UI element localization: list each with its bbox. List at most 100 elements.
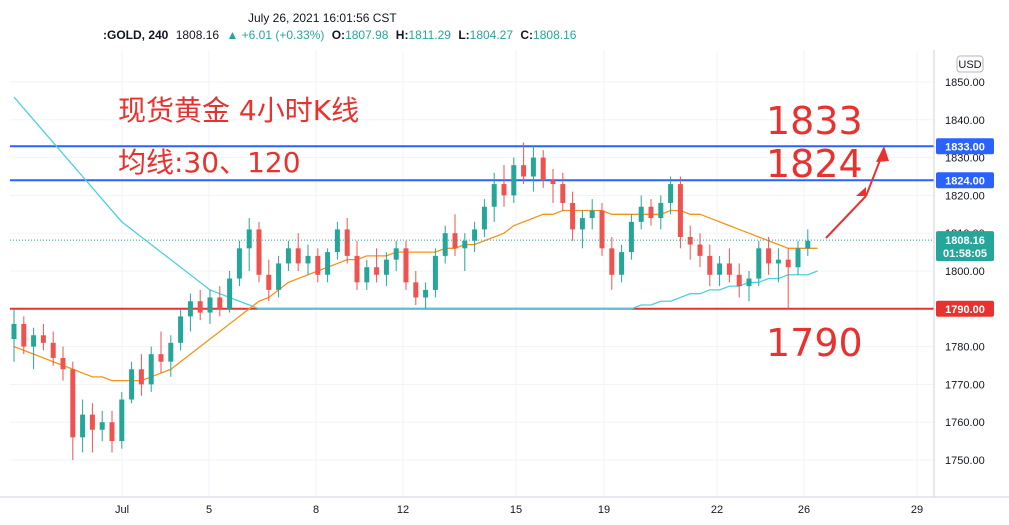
candle [540,150,546,188]
candle [315,248,321,283]
candle [717,255,723,287]
candle [560,172,566,211]
candle [11,308,17,362]
timestamp: July 26, 2021 16:01:56 CST [248,11,397,25]
candle [374,248,380,283]
candle-body [589,210,595,219]
candle-body [501,184,507,196]
annotation-1790: 1790 [766,321,863,365]
candle-body [344,229,350,256]
candle [599,202,605,256]
close-label: C: [520,28,533,42]
candle-body [80,414,86,438]
candle-body [726,263,732,275]
candle [805,229,811,256]
candle [60,346,66,381]
candle-body [11,323,17,340]
candle-body [138,369,144,385]
candle-body [599,210,605,249]
candle-body [619,252,625,275]
time-tick: 26 [798,504,810,516]
candle [697,233,703,268]
price-tick: 1750.00 [945,455,985,467]
candle [383,252,389,287]
candle-body [31,335,37,347]
open-label: O: [332,28,345,42]
candle-body [677,184,683,237]
candle [530,146,536,192]
candle [668,176,674,215]
candle-body [227,278,233,309]
currency-label: USD [958,59,981,71]
candle [197,289,203,321]
candle-body [285,248,291,264]
candle-body [266,274,272,290]
candle [89,403,95,453]
candle [638,195,644,230]
candle-body [432,255,438,290]
high-value: 1811.29 [408,28,451,42]
time-tick: 19 [598,504,610,516]
level-badge [936,172,994,189]
symbol-legend: :GOLD, 240 1808.16 ▲ +6.01 (+0.33%) O:18… [103,28,577,42]
candle [589,199,595,230]
candle-body [276,263,282,290]
candle [119,391,125,449]
candle-body [746,278,752,287]
current-price-badge [936,231,994,262]
candle-body [628,221,634,253]
time-tick: 22 [711,504,723,516]
candle [305,244,311,275]
candle-body [364,267,370,283]
candle [775,248,781,283]
candle-body [560,184,566,203]
candle-body [109,422,115,442]
candle-body [570,202,576,230]
candle [158,331,164,374]
candle [178,308,184,351]
candle-body [452,233,458,249]
ma30-line [13,209,818,382]
candle-body [413,282,419,298]
candle-body [393,248,399,260]
candle-body [217,297,223,309]
candle-body [481,206,487,230]
candle-body [423,289,429,298]
candle-body [697,244,703,256]
candle-body [383,259,389,275]
candle-body [334,229,340,253]
price-change: ▲ +6.01 (+0.33%) [226,28,324,42]
candle [354,240,360,290]
candle [246,218,252,271]
candle-body [207,297,213,313]
candle [726,248,732,283]
candle-body [648,206,654,219]
candle [756,240,762,287]
candle-body [775,259,781,264]
price-tick: 1800.00 [945,266,985,278]
candle [276,255,282,298]
candle-body [491,184,497,207]
ma120-path [13,96,818,310]
price-tick: 1760.00 [945,417,985,429]
candle-body [540,157,546,181]
candle [138,354,144,396]
candle [442,225,448,264]
candle [393,240,399,271]
candle [21,316,27,355]
candle-body [119,399,125,442]
candle [334,221,340,260]
price-tick: 1850.00 [945,77,985,89]
candle-body [187,301,193,317]
level-badge-label: 1824.00 [945,175,985,187]
candle [70,361,76,460]
candle [677,176,683,249]
time-tick: 15 [510,504,522,516]
candle [295,233,301,271]
candle-body [785,259,791,268]
candle-body [403,248,409,283]
currency-box[interactable] [956,55,984,73]
candle-body [550,180,556,185]
candle-body [374,267,380,275]
